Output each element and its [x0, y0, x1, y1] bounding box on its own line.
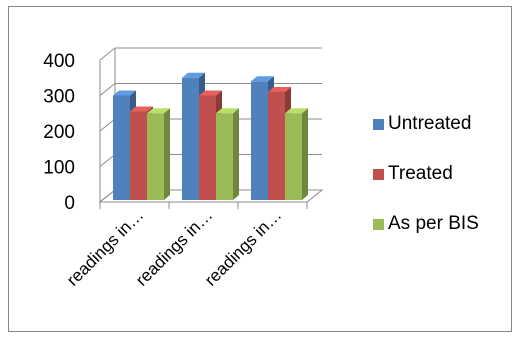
bar-top — [268, 86, 291, 92]
bar-as-per-bis — [147, 113, 164, 200]
bar-top — [182, 72, 205, 78]
bar-treated — [199, 95, 216, 200]
legend-swatch — [373, 119, 384, 130]
bar-side — [233, 108, 239, 200]
y-tick-label: 300 — [43, 87, 75, 108]
legend-swatch — [373, 219, 384, 230]
legend: Untreated Treated As per BIS — [373, 113, 479, 234]
bar-treated — [268, 91, 285, 200]
bar-top — [147, 108, 170, 114]
bar-top — [216, 108, 239, 114]
bar-side — [164, 108, 170, 200]
bar-untreated — [251, 81, 268, 200]
y-tick-label: 100 — [43, 158, 75, 179]
legend-swatch — [373, 169, 384, 180]
y-tick-label: 200 — [43, 122, 75, 143]
bar-top — [199, 90, 222, 96]
bar-untreated — [182, 77, 199, 200]
bar-side — [302, 108, 308, 200]
bar-top — [113, 90, 136, 96]
bars — [113, 72, 308, 200]
bar-top — [251, 76, 274, 82]
y-tick-label: 400 — [43, 51, 75, 72]
gridline-side — [99, 118, 116, 132]
legend-label: Treated — [388, 163, 453, 184]
bar-top — [285, 108, 308, 114]
axes — [98, 60, 324, 209]
y-tick-label: 0 — [64, 193, 75, 214]
bar-top — [130, 106, 153, 112]
bar-untreated — [113, 95, 130, 200]
gridline-side — [99, 154, 116, 167]
legend-label: Untreated — [388, 113, 471, 134]
legend-label: As per BIS — [388, 213, 479, 234]
bar-as-per-bis — [216, 113, 233, 200]
bar-as-per-bis — [285, 113, 302, 200]
gridline-side — [99, 83, 116, 96]
gridline-side — [99, 47, 116, 61]
bar-treated — [130, 111, 147, 200]
